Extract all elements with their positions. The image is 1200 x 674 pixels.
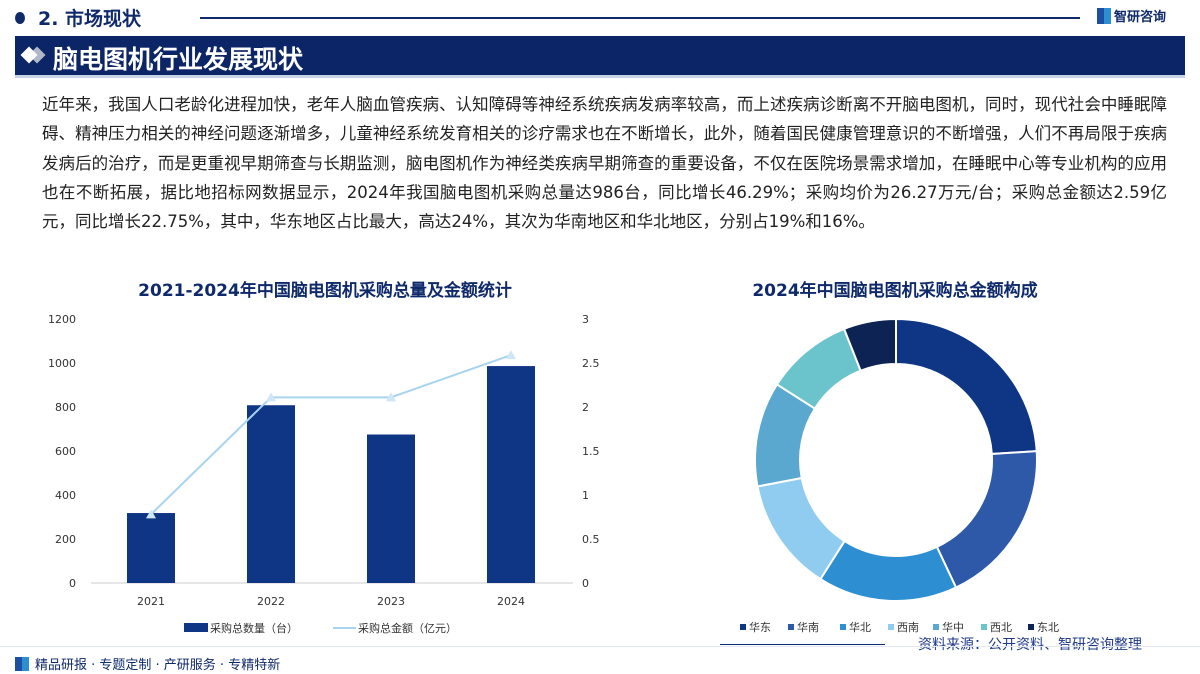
footer: 精品研报 · 专题定制 · 产研服务 · 专精特新 [15, 654, 280, 673]
y-left-tick-label: 800 [55, 401, 76, 414]
legend-line-label: 采购总金额（亿元） [358, 621, 457, 635]
donut-chart: 华东 华南 华北 西南 华中 西北 东北 [740, 317, 1059, 634]
legend-label: 华东 [749, 620, 771, 634]
legend-bar-label: 采购总数量（台） [210, 621, 298, 635]
legend-label: 华南 [797, 620, 819, 634]
footer-text: 精品研报 · 专题定制 · 产研服务 · 专精特新 [35, 658, 281, 673]
x-tick-label: 2023 [377, 595, 405, 608]
legend-swatch [740, 624, 746, 630]
line-point-2022 [266, 392, 276, 402]
logo-icon [15, 656, 29, 671]
x-tick-label: 2021 [137, 595, 165, 608]
slice-华南 [935, 450, 1038, 589]
legend-swatch [1028, 624, 1034, 630]
y-left-tick-label: 200 [55, 533, 76, 546]
y-right-tick-label: 2.5 [582, 357, 600, 370]
bar-2023 [367, 434, 415, 583]
brand-name: 智研咨询 [1114, 10, 1167, 25]
divider [720, 644, 885, 645]
y-right-tick-label: 3 [582, 313, 589, 326]
legend-swatch [888, 624, 894, 630]
section-bullet [15, 12, 25, 24]
y-right-tick-label: 1 [582, 489, 589, 502]
x-tick-label: 2022 [257, 595, 285, 608]
legend-label: 华北 [849, 620, 871, 634]
line-series [150, 354, 512, 516]
bar-2021 [127, 513, 175, 583]
legend-label: 东北 [1037, 621, 1059, 634]
legend-label: 华中 [942, 620, 964, 634]
line-point-2024 [506, 350, 516, 360]
legend-label: 西北 [990, 621, 1012, 634]
bar-2022 [247, 405, 295, 583]
y-left-tick-label: 1200 [48, 313, 76, 326]
y-left-tick-label: 1000 [48, 357, 76, 370]
divider [0, 646, 1200, 647]
legend-swatch [840, 624, 846, 630]
legend-swatch [788, 624, 794, 630]
legend-swatch [933, 624, 939, 630]
bar-line-chart: 0 200 400 600 800 1000 1200 0 0.5 1 1.5 2 2.5 3 2021 20… [48, 313, 600, 635]
body-paragraph: 近年来，我国人口老龄化进程加快，老年人脑血管疾病、认知障碍等神经系统疾病发病率较… [42, 95, 1167, 232]
source-note: 资料来源：公开资料、智研咨询整理 [918, 637, 1142, 653]
y-left-tick-label: 600 [55, 445, 76, 458]
y-left-tick-label: 400 [55, 489, 76, 502]
line-point-2021 [146, 509, 156, 519]
y-left-tick-label: 0 [69, 577, 76, 590]
donut-chart-title: 2024年中国脑电图机采购总金额构成 [752, 281, 1038, 301]
y-right-tick-label: 0 [582, 577, 589, 590]
divider [200, 17, 1080, 19]
banner-title: 脑电图机行业发展现状 [53, 45, 304, 74]
legend-swatch [981, 624, 987, 630]
banner: 脑电图机行业发展现状 [15, 36, 1185, 78]
brand-logo: 智研咨询 [1097, 6, 1166, 25]
y-right-tick-label: 2 [582, 401, 589, 414]
legend-label: 西南 [897, 621, 919, 634]
bar-2024 [487, 366, 535, 583]
slice-华东 [895, 317, 1038, 456]
y-right-tick-label: 0.5 [582, 533, 600, 546]
line-point-2023 [386, 392, 396, 402]
bar-chart-title: 2021-2024年中国脑电图机采购总量及金额统计 [138, 281, 512, 301]
y-right-tick-label: 1.5 [582, 445, 600, 458]
section-title: 2. 市场现状 [38, 8, 142, 30]
logo-icon [1097, 7, 1111, 24]
slice-东北 [842, 317, 897, 373]
x-tick-label: 2024 [497, 595, 525, 608]
slice-华北 [819, 539, 958, 602]
legend-bar-swatch [184, 623, 208, 632]
